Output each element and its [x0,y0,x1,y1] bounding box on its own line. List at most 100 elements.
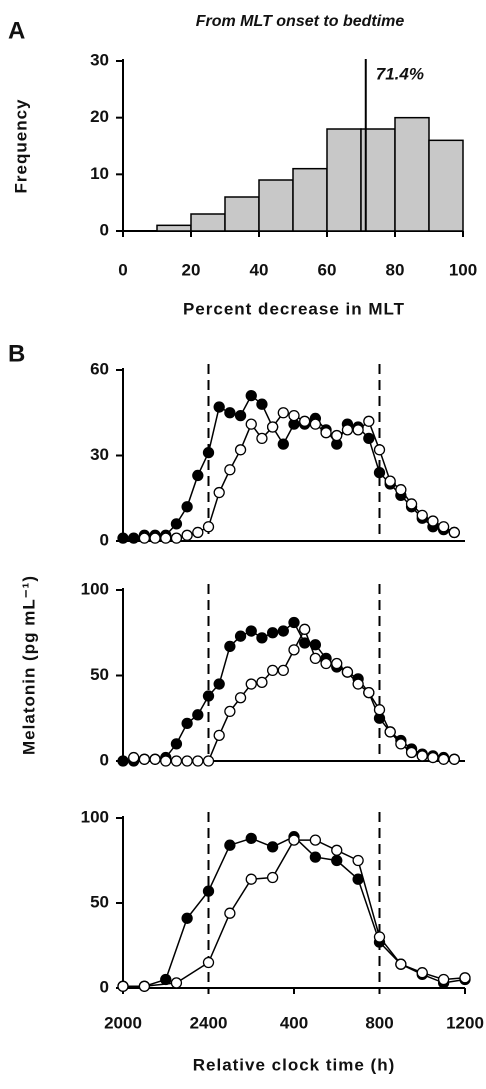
data-point [331,657,343,670]
data-point [427,751,439,764]
data-point [416,967,428,979]
data-point [331,844,343,856]
panel-label: A [8,17,25,44]
data-point [234,444,247,456]
data-point [427,515,439,527]
series-line [123,835,466,988]
data-point [309,418,322,430]
data-point [138,980,151,992]
histogram-bar [156,224,192,232]
x-tick-label: 100 [449,260,477,279]
data-point [395,738,407,750]
data-point [202,521,215,533]
data-point [266,841,279,853]
data-point [266,664,279,677]
data-point [299,415,311,427]
data-point [170,518,183,530]
x-axis-label: Relative clock time (h) [193,1055,396,1074]
data-point [288,616,300,629]
data-point [202,956,215,969]
y-tick-label: 0 [100,220,109,239]
data-point [245,832,257,845]
data-point [416,750,428,762]
x-tick-label: 1200 [446,1013,484,1032]
data-point [277,407,289,419]
data-point [181,912,193,924]
y-axis-label: Melatonin (pg mL⁻¹) [19,575,38,755]
data-point [288,644,300,656]
data-point [192,709,204,721]
data-point [277,664,289,677]
data-point [224,464,236,476]
data-point [405,498,418,510]
data-point [192,526,204,539]
data-point [395,484,407,496]
data-point [352,854,364,867]
data-point [170,532,183,544]
data-point [128,532,140,544]
data-point [277,438,289,450]
data-point [149,532,161,544]
panel-label: B [8,340,25,367]
x-tick-label: 20 [182,260,201,279]
data-point [459,972,471,984]
y-tick-label: 20 [90,107,109,126]
series-line [144,411,455,539]
data-point [266,871,279,884]
data-point [437,521,450,533]
histogram-bar [428,139,464,232]
data-point [170,755,183,767]
histogram-bar [190,213,226,232]
y-tick-label: 0 [100,530,109,549]
x-tick-label: 2400 [190,1013,228,1032]
data-point [363,686,375,699]
data-point [224,839,236,851]
x-axis-label: Percent decrease in MLT [183,299,405,318]
data-point [245,678,257,690]
data-point [331,854,343,867]
data-point [192,755,204,767]
data-point [256,676,268,688]
x-tick-label: 80 [386,260,405,279]
data-point [299,623,311,635]
data-point [213,729,225,741]
data-point [202,690,215,702]
data-point [224,407,236,419]
histogram-bar [224,196,260,232]
data-point [117,532,129,544]
x-tick-label: 400 [280,1013,308,1032]
data-point [266,627,279,639]
data-point [170,738,183,750]
data-point [373,931,386,943]
data-point [160,973,172,986]
data-point [181,717,193,730]
data-point [373,444,386,456]
data-point [288,834,300,846]
data-point [224,640,236,653]
x-tick-label: 40 [250,260,269,279]
x-tick-label: 60 [318,260,337,279]
data-point [437,973,450,986]
y-tick-label: 100 [81,579,109,598]
data-point [405,746,418,759]
data-point [213,486,225,499]
data-point [288,409,300,422]
data-point [309,851,322,863]
data-point [234,630,247,642]
data-point [213,678,225,690]
histogram-bar [292,167,328,232]
chart-title: From MLT onset to bedtime [196,13,405,30]
data-point [138,532,151,544]
y-tick-label: 0 [100,977,109,996]
data-point [331,429,343,442]
x-tick-label: 2000 [104,1013,142,1032]
data-point [309,834,322,846]
data-point [373,466,386,479]
y-tick-label: 50 [90,892,109,911]
data-point [256,432,268,445]
data-point [181,501,193,513]
data-point [245,873,257,885]
data-point [363,432,375,445]
data-point [448,526,460,539]
data-point [299,637,311,649]
